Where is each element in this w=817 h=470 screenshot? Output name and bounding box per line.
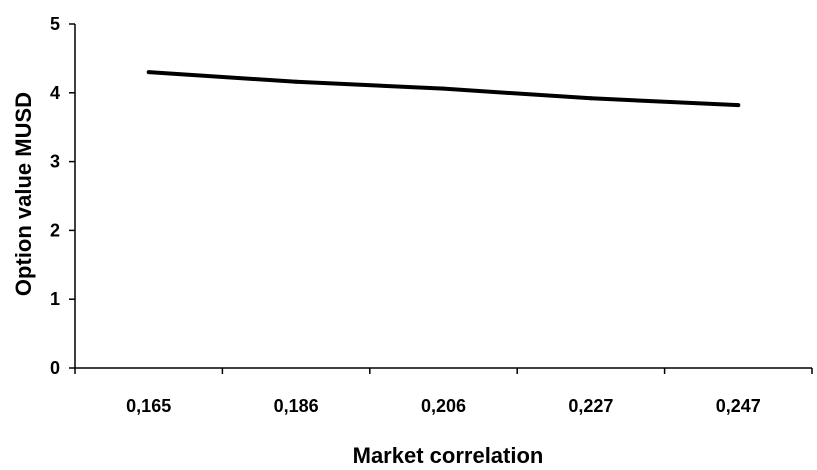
y-axis-ticks: 0 1 2 3 4 5 — [50, 14, 75, 378]
data-point — [441, 86, 446, 91]
x-tick-label: 0,227 — [568, 396, 613, 416]
x-tick-label: 0,186 — [274, 396, 319, 416]
x-tick-label: 0,206 — [421, 396, 466, 416]
data-point — [736, 103, 741, 108]
data-point — [294, 79, 299, 84]
data-point — [588, 96, 593, 101]
y-tick-label: 2 — [50, 220, 60, 240]
y-tick-label: 5 — [50, 14, 60, 34]
y-tick-label: 0 — [50, 358, 60, 378]
series-layer — [146, 70, 741, 108]
data-point — [146, 70, 151, 75]
y-tick-label: 3 — [50, 152, 60, 172]
chart-axes — [74, 24, 812, 369]
y-axis-title: Option value MUSD — [11, 92, 36, 296]
y-tick-label: 4 — [50, 83, 60, 103]
y-tick-label: 1 — [50, 289, 60, 309]
x-tick-label: 0,165 — [126, 396, 171, 416]
x-axis-title: Market correlation — [353, 443, 544, 468]
x-tick-label: 0,247 — [716, 396, 761, 416]
x-axis-ticks: 0,165 0,186 0,206 0,227 0,247 — [74, 368, 813, 416]
